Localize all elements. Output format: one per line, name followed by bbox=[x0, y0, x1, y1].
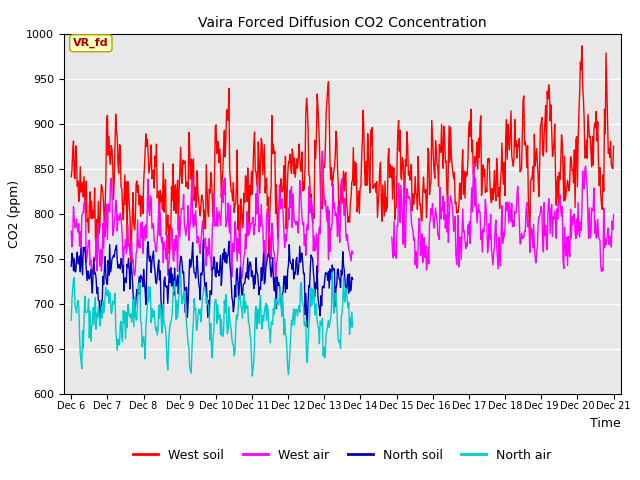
West air bbox=[425, 261, 433, 266]
North air bbox=[188, 348, 196, 353]
West soil bbox=[409, 191, 417, 197]
West soil bbox=[425, 149, 433, 155]
West soil bbox=[127, 261, 134, 266]
Text: VR_fd: VR_fd bbox=[73, 38, 109, 48]
West air bbox=[133, 248, 141, 254]
West soil bbox=[610, 143, 618, 149]
North soil bbox=[77, 246, 85, 252]
West air bbox=[188, 174, 196, 180]
Legend: West soil, West air, North soil, North air: West soil, West air, North soil, North a… bbox=[128, 444, 557, 467]
West air bbox=[610, 212, 618, 217]
North air bbox=[67, 317, 75, 323]
Y-axis label: CO2 (ppm): CO2 (ppm) bbox=[8, 180, 20, 248]
North air bbox=[133, 317, 141, 323]
North soil bbox=[133, 287, 141, 292]
West soil bbox=[77, 189, 85, 195]
Line: West air: West air bbox=[71, 151, 614, 292]
North air bbox=[217, 332, 225, 337]
X-axis label: Time: Time bbox=[590, 417, 621, 430]
North soil bbox=[67, 263, 75, 269]
West soil bbox=[218, 195, 225, 201]
Line: North soil: North soil bbox=[71, 240, 353, 327]
North air bbox=[77, 358, 85, 363]
Line: West soil: West soil bbox=[71, 46, 614, 264]
West soil bbox=[134, 190, 141, 195]
West soil bbox=[189, 161, 196, 167]
North soil bbox=[217, 252, 225, 258]
West soil bbox=[67, 174, 75, 180]
West air bbox=[409, 228, 417, 233]
West air bbox=[67, 228, 75, 234]
West air bbox=[217, 222, 225, 228]
North soil bbox=[188, 253, 196, 259]
West soil bbox=[578, 43, 586, 49]
Line: North air: North air bbox=[71, 269, 353, 376]
West air bbox=[77, 256, 85, 262]
Title: Vaira Forced Diffusion CO2 Concentration: Vaira Forced Diffusion CO2 Concentration bbox=[198, 16, 486, 30]
